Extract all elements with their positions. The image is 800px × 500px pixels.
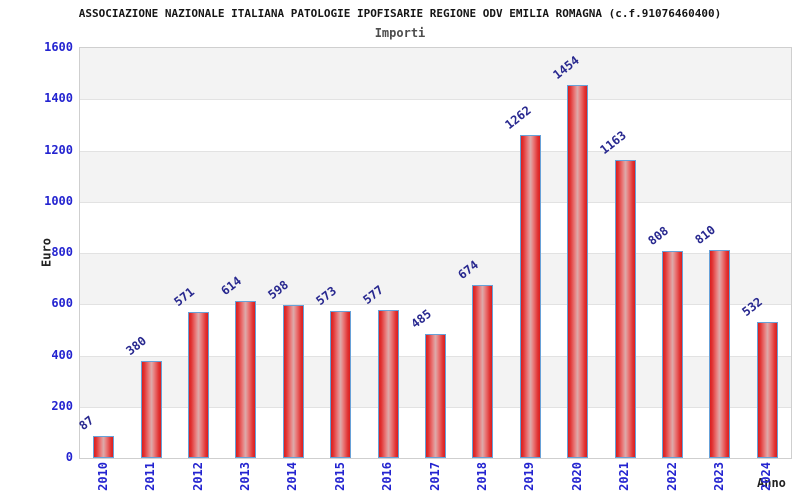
gridline: [80, 201, 791, 203]
y-tick-label: 0: [65, 450, 73, 464]
bar-2024: [756, 321, 778, 458]
x-tick-label-2022: 2022: [664, 462, 679, 491]
y-tick-label: 400: [51, 347, 73, 362]
x-axis-title: Anno: [757, 476, 786, 490]
bar-2011: [140, 360, 162, 458]
bar-2022: [662, 250, 683, 458]
bar-2021: [614, 159, 636, 458]
bar-2014: [282, 304, 304, 458]
x-tick-label-2010: 2010: [95, 462, 110, 491]
y-tick-label: 1200: [44, 142, 73, 157]
gridline: [80, 150, 791, 152]
bar-2023: [709, 250, 731, 458]
bar-2010: [93, 435, 115, 458]
y-tick-label: 200: [51, 398, 73, 413]
bar-2018: [472, 285, 494, 458]
bar-2012: [188, 311, 209, 458]
y-tick-label: 1400: [44, 91, 73, 106]
chart-title: ASSOCIAZIONE NAZIONALE ITALIANA PATOLOGI…: [78, 7, 722, 20]
bar-2016: [377, 310, 399, 458]
bar-2020: [567, 85, 589, 458]
plot-band: [80, 150, 791, 202]
x-tick-label-2011: 2011: [143, 462, 158, 491]
y-tick-label: 1600: [44, 40, 73, 54]
bar-2019: [519, 134, 541, 458]
x-tick-label-2012: 2012: [190, 462, 205, 491]
plot-band: [80, 48, 791, 100]
x-tick-label-2021: 2021: [617, 462, 632, 491]
bar-2015: [330, 311, 352, 458]
x-tick-label-2018: 2018: [474, 462, 489, 491]
x-tick-label-2019: 2019: [522, 462, 537, 491]
x-tick-label-2017: 2017: [427, 462, 442, 491]
bar-2013: [235, 300, 257, 458]
x-tick-label-2020: 2020: [569, 462, 584, 491]
x-tick-label-2013: 2013: [237, 462, 252, 491]
x-tick-label-2016: 2016: [380, 462, 395, 491]
gridline: [80, 253, 791, 254]
plot-area: 87 380 571 614 598 573 577 485 674 1262 1454 1163 80…: [76, 47, 792, 459]
x-tick-label-2024: 2024: [759, 462, 774, 491]
bar-2017: [425, 333, 446, 458]
gridline: [80, 304, 791, 306]
y-tick-label: 800: [51, 245, 73, 259]
x-tick-label-2015: 2015: [332, 462, 347, 491]
chart-subtitle: Importi: [374, 26, 426, 40]
x-tick-label-2014: 2014: [285, 462, 300, 491]
x-tick-label-2023: 2023: [711, 462, 726, 491]
plot-band: [80, 201, 791, 253]
y-tick-label: 1000: [44, 193, 73, 208]
y-tick-label: 600: [51, 296, 73, 311]
gridline: [80, 99, 791, 101]
plot-band: [80, 99, 791, 151]
